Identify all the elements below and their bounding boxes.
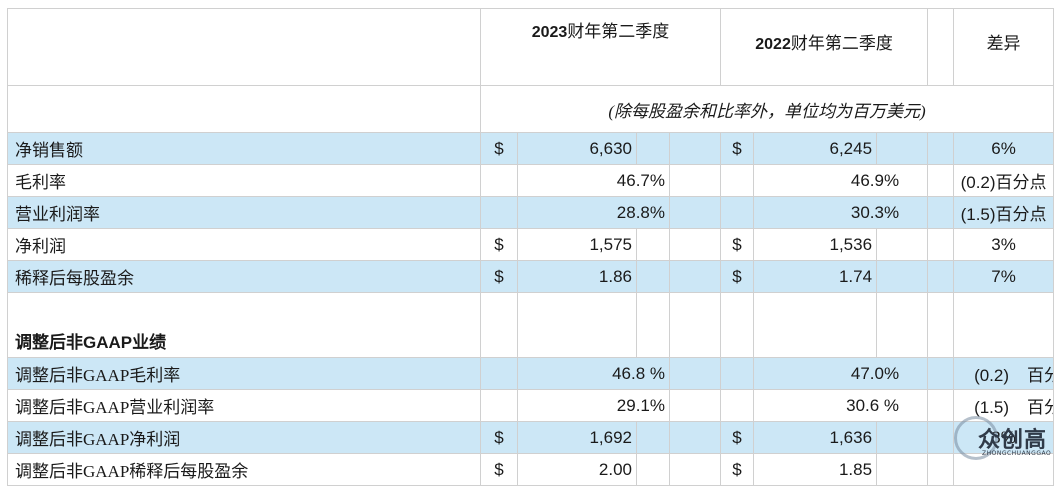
value-2023: 1.86 [517, 260, 637, 293]
value-diff: 3% [953, 228, 1055, 261]
units-note: (除每股盈余和比率外，单位均为百万美元) [479, 85, 1055, 133]
watermark-logo: 众创高 ZHONGCHUANGGAO [952, 414, 1056, 464]
dollar-sign: $ [720, 260, 755, 293]
value-2022: 30.3% [753, 196, 929, 229]
row-label-diluted-eps: 稀释后每股盈余 [7, 260, 481, 293]
table-row: 营业利润率 28.8% 30.3% (1.5)百分点 [7, 196, 1055, 229]
dollar-sign: $ [720, 453, 755, 486]
dollar-sign: $ [480, 260, 518, 293]
value-2022: 1,636 [753, 421, 878, 454]
diff-unit: 百分点 [1027, 398, 1053, 417]
header-fy2022: 2022财年第二季度 [720, 8, 929, 86]
diff-unit: 百分点 [1027, 366, 1053, 385]
row-label-operating-margin: 营业利润率 [7, 196, 481, 229]
header-row: 2023财年第二季度 2022财年第二季度 差异 [7, 8, 1055, 86]
watermark-subtext: ZHONGCHUANGGAO [982, 450, 1052, 457]
value-2023: 46.7% [517, 164, 670, 197]
table-row: 调整后非GAAP营业利润率 29.1% 30.6 % (1.5) 百分点 [7, 389, 1055, 422]
value-2023: 6,630 [517, 132, 637, 165]
dollar-sign: $ [480, 421, 518, 454]
table-row: 调整后非GAAP稀释后每股盈余 $ 2.00 $ 1.85 [7, 453, 1055, 486]
value-2023: 29.1% [517, 389, 670, 422]
row-label-non-gaap-gross-margin: 调整后非GAAP毛利率 [7, 357, 481, 390]
dollar-sign: $ [480, 132, 518, 165]
value-2023: 28.8% [517, 196, 670, 229]
row-label-gross-margin: 毛利率 [7, 164, 481, 197]
diff-number: (0.2) [974, 366, 1010, 385]
header-gap-cell [927, 8, 955, 86]
value-2022: 1,536 [753, 228, 878, 261]
header-fy2023-label: 财年第二季度 [567, 22, 670, 41]
value-diff: (0.2)百分点 [953, 164, 1055, 197]
row-label-non-gaap-net-income: 调整后非GAAP净利润 [7, 421, 481, 454]
header-fy2022-year: 2022 [755, 36, 791, 53]
table-row: 稀释后每股盈余 $ 1.86 $ 1.74 7% [7, 260, 1055, 293]
value-2022: 47.0% [753, 357, 929, 390]
value-diff: (1.5)百分点 [953, 196, 1055, 229]
value-2023: 1,575 [517, 228, 637, 261]
header-fy2022-label: 财年第二季度 [790, 34, 893, 53]
units-row: (除每股盈余和比率外，单位均为百万美元) [7, 85, 1055, 133]
row-label-non-gaap-diluted-eps: 调整后非GAAP稀释后每股盈余 [7, 453, 481, 486]
header-fy2023: 2023财年第二季度 [479, 8, 722, 86]
value-2022: 1.85 [753, 453, 878, 486]
row-label-non-gaap-operating-margin: 调整后非GAAP营业利润率 [7, 389, 481, 422]
value-diff: 7% [953, 260, 1055, 293]
header-empty-cell [7, 8, 481, 86]
value-diff: 6% [953, 132, 1055, 165]
value-2022: 1.74 [753, 260, 878, 293]
table-row: 净销售额 $ 6,630 $ 6,245 6% [7, 132, 1055, 165]
header-fy2023-year: 2023 [531, 24, 568, 41]
table-row: 毛利率 46.7% 46.9% (0.2)百分点 [7, 164, 1055, 197]
dollar-sign: $ [720, 132, 755, 165]
value-2022: 46.9% [753, 164, 929, 197]
value-2022: 6,245 [753, 132, 878, 165]
dollar-sign: $ [480, 228, 518, 261]
dollar-sign: $ [480, 453, 518, 486]
dollar-sign: $ [720, 228, 755, 261]
value-2022: 30.6 % [753, 389, 929, 422]
value-2023: 1,692 [517, 421, 637, 454]
value-2023: 46.8 % [517, 357, 670, 390]
dollar-sign: $ [720, 421, 755, 454]
row-label-net-sales: 净销售额 [7, 132, 481, 165]
watermark-text: 众创高 [978, 428, 1048, 453]
section-header-row: 调整后非GAAP业绩 [7, 292, 1055, 358]
row-label-net-income: 净利润 [7, 228, 481, 261]
table-row: 净利润 $ 1,575 $ 1,536 3% [7, 228, 1055, 261]
units-empty-cell [7, 85, 481, 133]
header-difference: 差异 [953, 8, 1055, 86]
value-diff: (0.2) 百分点 [953, 357, 1055, 390]
financial-results-table: 2023财年第二季度 2022财年第二季度 差异 (除每股盈余和比率外，单位均为… [7, 8, 1055, 486]
section-title-non-gaap: 调整后非GAAP业绩 [7, 292, 481, 358]
diff-number: (1.5) [974, 398, 1010, 417]
value-2023: 2.00 [517, 453, 637, 486]
table-row: 调整后非GAAP毛利率 46.8 % 47.0% (0.2) 百分点 [7, 357, 1055, 390]
table-row: 调整后非GAAP净利润 $ 1,692 $ 1,636 3% [7, 421, 1055, 454]
watermark-circle-icon [954, 416, 998, 460]
